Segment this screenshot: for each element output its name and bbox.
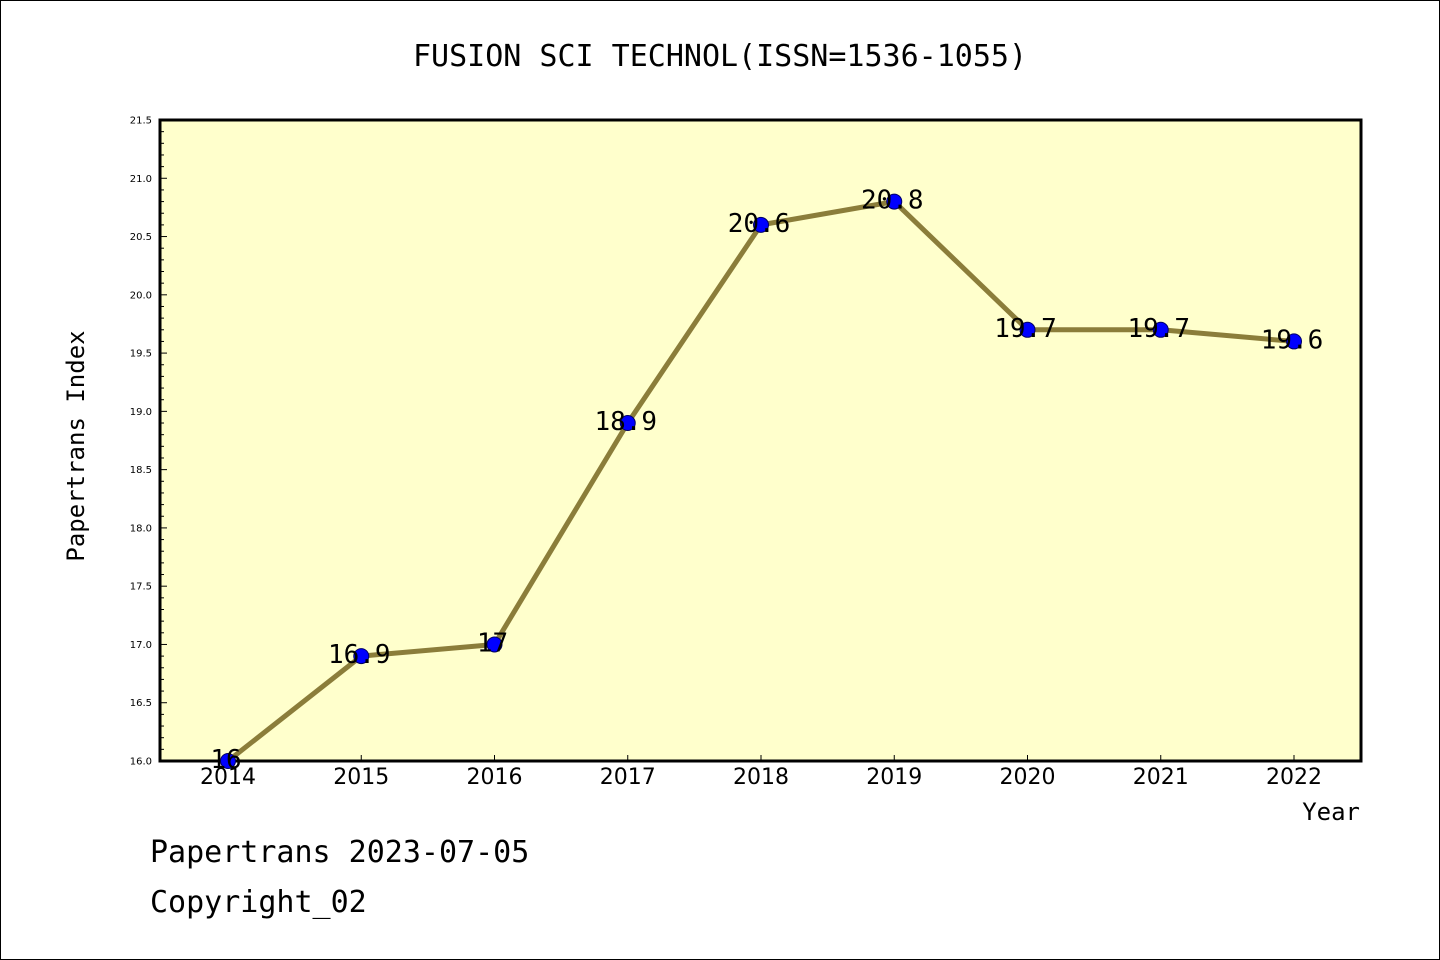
y-tick-label: 20.5 (130, 232, 152, 243)
data-point (619, 415, 636, 432)
x-tick-label: 2015 (333, 765, 389, 790)
y-tick-label: 19.0 (130, 407, 152, 418)
data-point (486, 636, 503, 653)
y-tick-label: 18.0 (130, 523, 152, 534)
x-tick-label: 2022 (1266, 765, 1322, 790)
data-point (1019, 321, 1036, 338)
data-labels: 16 16.9 17 18.9 20.6 20.8 19.7 19.7 19.6 (210, 186, 1323, 775)
y-axis-label: Papertrans Index (62, 330, 90, 561)
y-axis: 16.0 16.5 17.0 17.5 18.0 18.5 19.0 19.5 20.0 20.5… (130, 116, 152, 768)
x-tick-label: 2021 (1133, 765, 1189, 790)
footer-copyright: Copyright_02 (150, 885, 367, 920)
data-point (886, 193, 903, 210)
y-tick-label: 21.0 (130, 174, 152, 185)
data-label: 18.9 (594, 407, 657, 437)
data-point (353, 648, 370, 665)
data-label: 19.7 (1127, 314, 1190, 344)
y-tick-label: 16.0 (130, 757, 152, 768)
data-label: 20.6 (728, 209, 791, 239)
series-markers (220, 193, 1302, 769)
y-tick-label: 16.5 (130, 698, 152, 709)
y-tick-label: 17.5 (130, 582, 152, 593)
data-label: 16.9 (328, 640, 391, 670)
data-label: 19.7 (994, 314, 1057, 344)
footer-date: Papertrans 2023-07-05 (150, 835, 530, 870)
x-tick-label: 2020 (1000, 765, 1056, 790)
x-axis-label: Year (1302, 798, 1360, 826)
data-label: 19.6 (1261, 325, 1324, 355)
x-tick-label: 2018 (733, 765, 789, 790)
x-tick-label: 2016 (467, 765, 523, 790)
y-tick-label: 19.5 (130, 349, 152, 360)
data-point (1286, 333, 1302, 350)
data-label: 16 (210, 745, 241, 775)
y-minor-ticks (160, 119, 167, 762)
y-tick-label: 20.0 (130, 290, 152, 301)
x-tick-label: 2017 (600, 765, 656, 790)
x-tick-label: 2014 (200, 765, 256, 790)
chart-title: FUSION SCI TECHNOL(ISSN=1536-1055) (413, 39, 1027, 74)
x-axis: 2014 2015 2016 2017 2018 2019 2020 2021 2022 (200, 755, 1322, 790)
x-tick-label: 2019 (866, 765, 922, 790)
data-point (753, 216, 769, 233)
data-point (220, 753, 236, 769)
data-point (1152, 321, 1169, 338)
data-label: 20.8 (861, 186, 924, 216)
data-label: 17 (477, 628, 508, 658)
y-tick-label: 21.5 (130, 116, 152, 127)
y-tick-label: 17.0 (130, 640, 152, 651)
y-tick-label: 18.5 (130, 465, 152, 476)
